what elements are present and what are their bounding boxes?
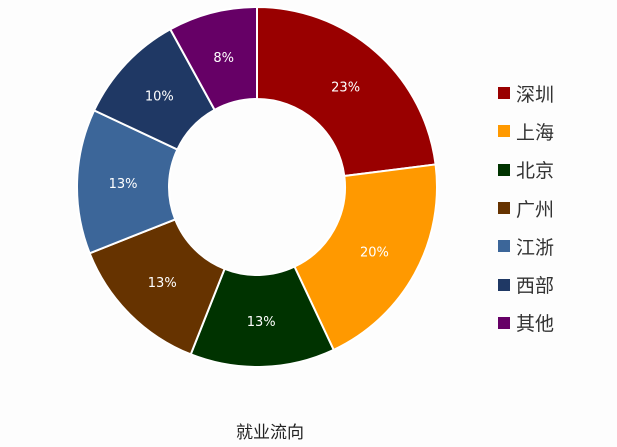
legend-item: 深圳 xyxy=(498,74,554,112)
data-label: 13% xyxy=(247,315,276,330)
data-label: 13% xyxy=(109,177,138,192)
legend-swatch xyxy=(498,163,510,176)
legend-item: 江浙 xyxy=(498,227,554,265)
legend-item: 上海 xyxy=(498,112,554,150)
data-label: 10% xyxy=(145,89,174,104)
data-label: 13% xyxy=(148,276,177,291)
data-label: 8% xyxy=(213,51,234,66)
legend-swatch xyxy=(498,278,510,291)
legend-label: 上海 xyxy=(516,121,555,144)
legend-label: 江浙 xyxy=(516,236,555,259)
slice-深圳 xyxy=(256,5,437,178)
slice-上海 xyxy=(293,163,438,352)
legend-swatch xyxy=(498,202,510,215)
legend-item: 广州 xyxy=(498,189,554,227)
legend-item: 其他 xyxy=(498,304,554,342)
legend-swatch xyxy=(498,87,510,100)
data-label: 20% xyxy=(360,246,389,261)
legend-label: 深圳 xyxy=(516,83,555,106)
legend-label: 其他 xyxy=(516,313,555,336)
legend: 深圳上海北京广州江浙西部其他 xyxy=(498,74,554,342)
legend-item: 北京 xyxy=(498,151,554,189)
legend-item: 西部 xyxy=(498,265,554,303)
legend-swatch xyxy=(498,316,510,329)
legend-label: 北京 xyxy=(516,160,555,183)
legend-label: 西部 xyxy=(516,275,555,298)
legend-swatch xyxy=(498,125,510,138)
legend-label: 广州 xyxy=(516,198,555,221)
slice-其他 xyxy=(168,5,258,112)
chart-title: 就业流向 xyxy=(236,423,304,443)
data-label: 23% xyxy=(331,80,360,95)
legend-swatch xyxy=(498,240,510,253)
